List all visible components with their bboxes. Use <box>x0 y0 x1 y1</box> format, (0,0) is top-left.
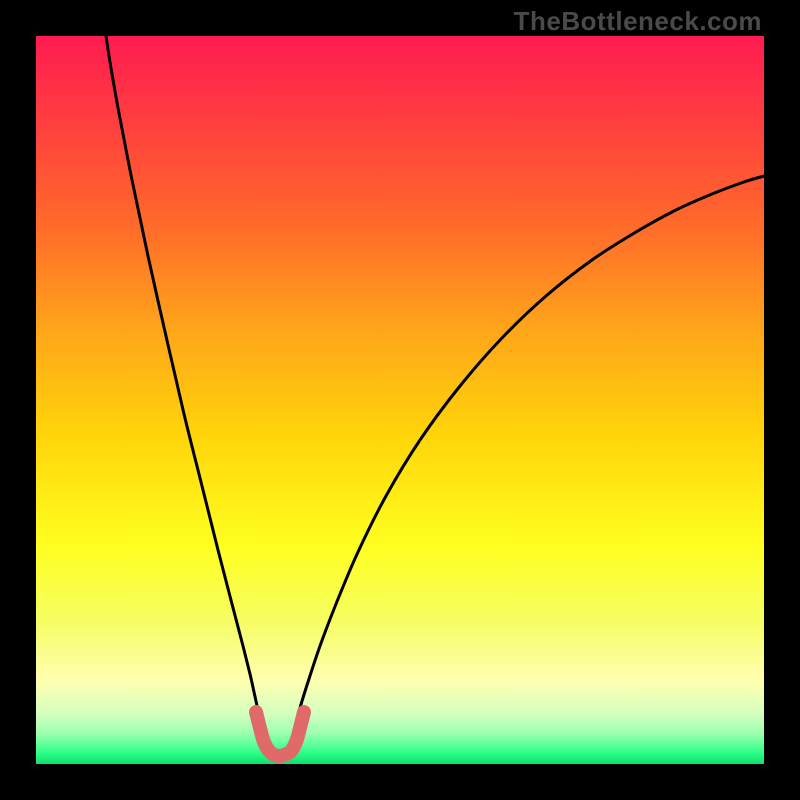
watermark-text: TheBottleneck.com <box>514 6 762 37</box>
plot-background-gradient <box>36 36 764 764</box>
chart-frame: TheBottleneck.com <box>0 0 800 800</box>
bottleneck-chart <box>0 0 800 800</box>
